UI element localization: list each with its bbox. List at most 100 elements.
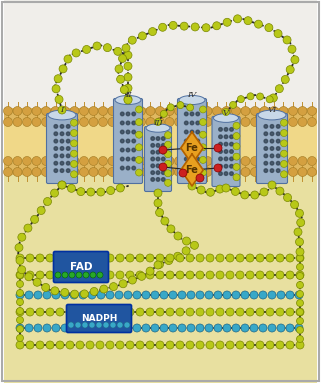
Circle shape <box>89 167 98 177</box>
Circle shape <box>156 157 160 161</box>
Circle shape <box>178 324 186 332</box>
Circle shape <box>117 106 126 116</box>
Circle shape <box>156 144 160 147</box>
Circle shape <box>196 291 204 299</box>
Circle shape <box>190 166 194 170</box>
Circle shape <box>16 298 23 306</box>
Ellipse shape <box>115 95 141 105</box>
Circle shape <box>246 271 254 279</box>
Circle shape <box>87 188 95 196</box>
Circle shape <box>223 324 231 332</box>
Circle shape <box>270 139 274 143</box>
Circle shape <box>234 15 242 23</box>
Circle shape <box>166 271 174 279</box>
Circle shape <box>70 291 78 299</box>
Circle shape <box>185 121 188 125</box>
Circle shape <box>190 139 194 143</box>
Circle shape <box>86 271 94 279</box>
Circle shape <box>52 85 60 93</box>
Circle shape <box>135 144 143 151</box>
Circle shape <box>126 130 130 134</box>
Circle shape <box>298 118 307 126</box>
Circle shape <box>99 157 108 165</box>
Circle shape <box>199 131 206 138</box>
Circle shape <box>196 324 204 332</box>
Circle shape <box>58 181 66 189</box>
Circle shape <box>103 322 109 328</box>
Circle shape <box>190 121 194 125</box>
Circle shape <box>206 188 214 196</box>
Circle shape <box>16 254 24 262</box>
Circle shape <box>224 157 228 161</box>
Circle shape <box>126 271 134 279</box>
Circle shape <box>36 341 44 349</box>
Circle shape <box>179 169 187 177</box>
Circle shape <box>154 189 162 197</box>
Circle shape <box>295 291 303 299</box>
Circle shape <box>276 254 284 262</box>
Circle shape <box>66 147 70 150</box>
Circle shape <box>160 291 168 299</box>
Circle shape <box>124 324 132 332</box>
Circle shape <box>41 106 50 116</box>
Circle shape <box>186 341 194 349</box>
Circle shape <box>281 171 288 178</box>
Circle shape <box>264 169 268 172</box>
Circle shape <box>224 172 228 175</box>
Circle shape <box>279 118 288 126</box>
Circle shape <box>264 162 268 165</box>
Circle shape <box>260 106 269 116</box>
Circle shape <box>93 42 101 50</box>
Circle shape <box>16 324 24 332</box>
Circle shape <box>187 291 195 299</box>
Circle shape <box>283 36 291 44</box>
Circle shape <box>241 191 249 199</box>
Circle shape <box>138 272 146 280</box>
Circle shape <box>80 106 89 116</box>
Circle shape <box>297 300 303 306</box>
Circle shape <box>196 166 200 170</box>
Circle shape <box>297 326 303 334</box>
Circle shape <box>79 324 87 332</box>
Circle shape <box>296 254 304 262</box>
Circle shape <box>308 167 317 177</box>
Circle shape <box>61 324 69 332</box>
Circle shape <box>226 308 234 316</box>
Circle shape <box>291 201 299 209</box>
Circle shape <box>116 341 124 349</box>
Circle shape <box>264 139 268 143</box>
Circle shape <box>71 140 77 147</box>
Circle shape <box>289 157 298 165</box>
Circle shape <box>135 131 143 138</box>
Circle shape <box>224 150 228 153</box>
Circle shape <box>289 167 298 177</box>
Circle shape <box>146 271 154 279</box>
Circle shape <box>279 106 288 116</box>
Circle shape <box>166 254 174 262</box>
Circle shape <box>124 73 132 81</box>
Circle shape <box>30 215 39 223</box>
Circle shape <box>166 308 174 316</box>
Circle shape <box>79 291 87 299</box>
Circle shape <box>4 157 13 165</box>
Circle shape <box>164 160 171 167</box>
Circle shape <box>196 174 204 182</box>
Text: VI: VI <box>267 106 277 114</box>
Circle shape <box>41 118 50 126</box>
Circle shape <box>76 271 84 279</box>
Circle shape <box>60 106 70 116</box>
Circle shape <box>126 166 130 170</box>
Circle shape <box>16 334 23 342</box>
Circle shape <box>99 167 108 177</box>
Circle shape <box>174 252 182 260</box>
Circle shape <box>197 186 205 194</box>
Circle shape <box>89 322 95 328</box>
Circle shape <box>264 147 268 150</box>
Circle shape <box>265 24 273 32</box>
Circle shape <box>151 157 154 161</box>
Circle shape <box>165 118 174 126</box>
Circle shape <box>151 151 154 154</box>
Circle shape <box>71 129 77 136</box>
Circle shape <box>16 257 24 264</box>
Circle shape <box>96 322 102 328</box>
